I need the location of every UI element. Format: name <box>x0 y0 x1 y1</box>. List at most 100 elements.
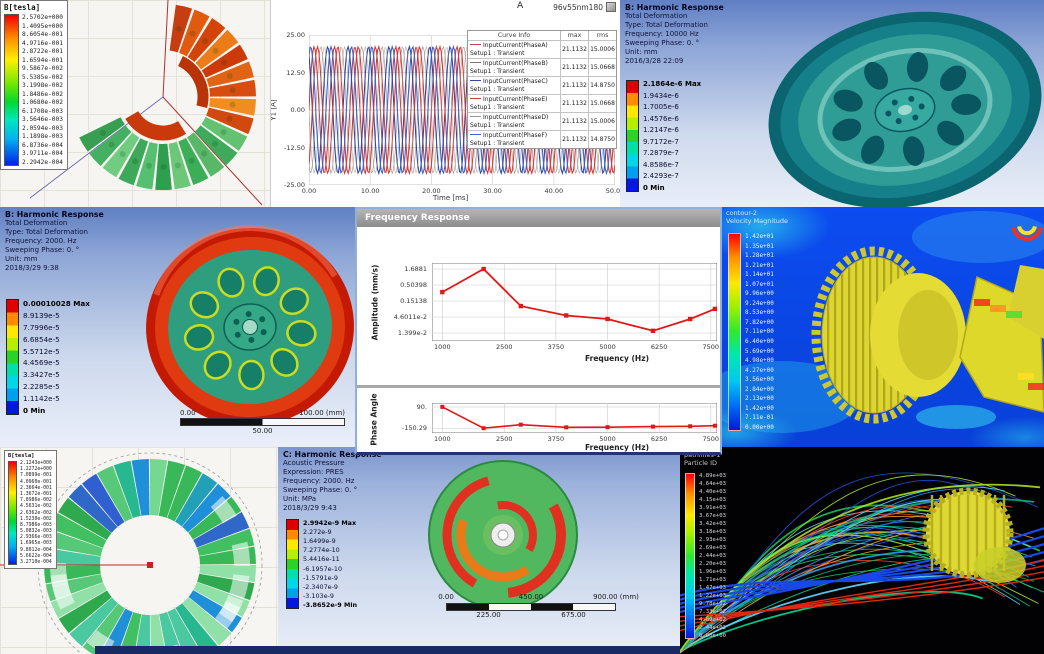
legend-value: 1.22e+03 <box>699 593 726 599</box>
header-line: Unit: mm <box>5 255 38 263</box>
header-line: Unit: MPa <box>283 495 317 503</box>
ruler-mid: 450.00 <box>518 593 544 601</box>
colorbar-legend-tesla: B[tesla] 2.1243e+000 1.2272e+000 7.0899e-0… <box>4 450 57 569</box>
panel-cfd-velocity: contour-2 Velocity Magnitude 1.42e+01 1.3… <box>722 207 1044 447</box>
phase-y-tick: 90. <box>416 402 427 411</box>
header-line: B: Harmonic Response <box>5 210 104 219</box>
amp-x-tick: 1000 <box>434 343 451 351</box>
amplitude-plot-area <box>432 263 717 341</box>
legend-value: 8.6054e-001 <box>22 31 63 39</box>
legend-value: 2.3664e-001 <box>20 485 52 491</box>
amp-y-tick: 4.6011e-2 <box>393 313 427 321</box>
legend-value: -1.5791e-9 <box>303 573 338 582</box>
ruler-q1: 225.00 <box>476 611 501 619</box>
rainbow-colorbar <box>6 299 19 415</box>
pathlines-quantity: Particle ID <box>684 459 718 467</box>
header-line: Total Deformation <box>5 219 68 227</box>
legend-value: 1.7005e-6 <box>643 103 679 112</box>
legend-value: 5.0832e-003 <box>20 529 52 535</box>
curve-swatch <box>470 80 481 81</box>
legend-value: 1.9434e-6 <box>643 91 679 100</box>
panel-harmonic-2000hz: B: Harmonic Response Total Deformation Typ… <box>0 207 355 447</box>
ruler-bar <box>446 603 616 611</box>
legend-value: 9.8012e-004 <box>20 547 52 553</box>
legend-value: 1.1898e-003 <box>22 133 63 141</box>
chart-title: A <box>517 1 524 11</box>
legend-value: 1.21e+01 <box>745 261 774 269</box>
panel-maxwell-rotor: B[tesla] 2.1243e+000 1.2272e+000 7.0899e-0… <box>0 447 278 654</box>
legend-value: 2.5702e+000 <box>22 14 63 21</box>
legend-value: 1.14e+01 <box>745 271 774 279</box>
legend-value: 7.8986e-002 <box>20 498 52 504</box>
legend-value: 8.53e+00 <box>745 309 774 317</box>
colorbar-legend: 2.1864e-6 Max 1.9434e-6 1.7005e-6 1.4576e-6… <box>626 80 701 192</box>
header-line: Type: Total Deformation <box>5 228 88 236</box>
legend-value: 3.18e+03 <box>699 529 726 535</box>
legend-value: 2.69e+03 <box>699 545 726 551</box>
legend-value: 1.96e+03 <box>699 569 726 575</box>
header-line: Frequency: 2000. Hz <box>5 237 77 245</box>
amp-y-tick: 0.15138 <box>400 297 427 305</box>
amp-x-tick: 7500 <box>702 343 720 351</box>
acoustic-disc <box>428 460 578 610</box>
legend-title: B[tesla] <box>4 3 41 12</box>
legend-value: 7.33e+02 <box>699 609 726 615</box>
legend-value: 2.272e-9 <box>303 528 332 537</box>
wave-x-tick: 40.00 <box>544 187 564 195</box>
phase-x-tick: 7500 <box>702 435 720 443</box>
header-line: Sweeping Phase: 0. ° <box>625 39 700 47</box>
phase-x-tick: 3750 <box>547 435 565 443</box>
ruler-0: 0.00 <box>438 593 454 601</box>
legend-value: 3.56e+00 <box>745 376 774 384</box>
amp-y-tick: 0.50398 <box>400 281 427 289</box>
legend-value: 1.07e+01 <box>745 280 774 288</box>
amp-y-ticks: 1.6881 0.50398 0.15138 4.6011e-2 1.399e-2 <box>385 263 427 343</box>
legend-value: 6.6854e-5 <box>23 334 60 344</box>
panel-waveform-chart: A 96v55nm180 Y1 [A] Time [ms] 25.00 12.50… <box>270 0 621 207</box>
legend-value: 2.0594e-003 <box>22 124 63 132</box>
wave-y-tick: 12.50 <box>286 68 305 77</box>
legend-value: 7.82e+00 <box>745 318 774 326</box>
ruler-q3: 675.00 <box>561 611 586 619</box>
legend-value: 4.40e+03 <box>699 489 726 495</box>
legend-value: 6.1708e-003 <box>22 107 63 115</box>
ruler-max: 100.00 (mm) <box>299 409 345 417</box>
legend-value: 4.0960e-001 <box>20 479 52 485</box>
contour-title: contour-2 Velocity Magnitude <box>726 209 788 225</box>
legend-value: 1.5230e-002 <box>20 516 52 522</box>
design-label: 96v55nm180 <box>553 2 603 12</box>
window-icon[interactable] <box>606 2 616 12</box>
legend-value: 0 Min <box>643 183 665 192</box>
y-tick-labels: 25.00 12.50 0.00 -12.50 -25.00 <box>271 0 305 207</box>
phase-y-axis-label: Phase Angle <box>369 393 379 446</box>
legend-value: 2.13e+00 <box>745 395 774 403</box>
header-line: Frequency: 2000. Hz <box>283 477 355 485</box>
legend-value: 5.6622e-004 <box>20 553 52 559</box>
legend-value: 3.1998e-002 <box>22 82 63 90</box>
curve-swatch <box>470 98 481 99</box>
legend-value: 4.89e+03 <box>699 473 726 479</box>
legend-value: 2.8722e-001 <box>22 48 63 56</box>
amp-x-tick: 3750 <box>547 343 565 351</box>
pathlines-title: pathlines-1 Particle ID <box>684 451 720 467</box>
x-axis-label: Time [ms] <box>433 194 469 202</box>
header-line: Frequency: 10000 Hz <box>625 30 699 38</box>
legend-value: 2.84e+00 <box>745 385 774 393</box>
legend-value: -2.3407e-9 <box>303 582 338 591</box>
legend-value: 3.67e+03 <box>699 513 726 519</box>
rotor-field-plot <box>0 452 263 654</box>
legend-value: 1.4576e-6 <box>643 114 679 123</box>
window-titlebar[interactable]: Frequency Response <box>357 209 720 227</box>
panel-maxwell-torus: B[tesla] 2.5702e+000 1.4095e+000 8.6054e-0… <box>0 0 270 207</box>
phase-x-tick: 1000 <box>434 435 451 443</box>
wave-x-tick: 0.00 <box>301 187 317 195</box>
legend-value: 1.2147e-6 <box>643 126 679 135</box>
curve-row: InputCurrent(PhaseF) Setup1 : Transient 21… <box>468 130 616 148</box>
phase-x-axis-label: Frequency (Hz) <box>584 443 649 452</box>
header-line: Total Deformation <box>625 12 688 20</box>
legend-value: 3.5646e-003 <box>22 116 63 124</box>
legend-value: 5.4416e-11 <box>303 555 340 564</box>
legend-value: 5.5712e-5 <box>23 346 60 356</box>
legend-value: 0.00010028 Max <box>23 299 90 308</box>
